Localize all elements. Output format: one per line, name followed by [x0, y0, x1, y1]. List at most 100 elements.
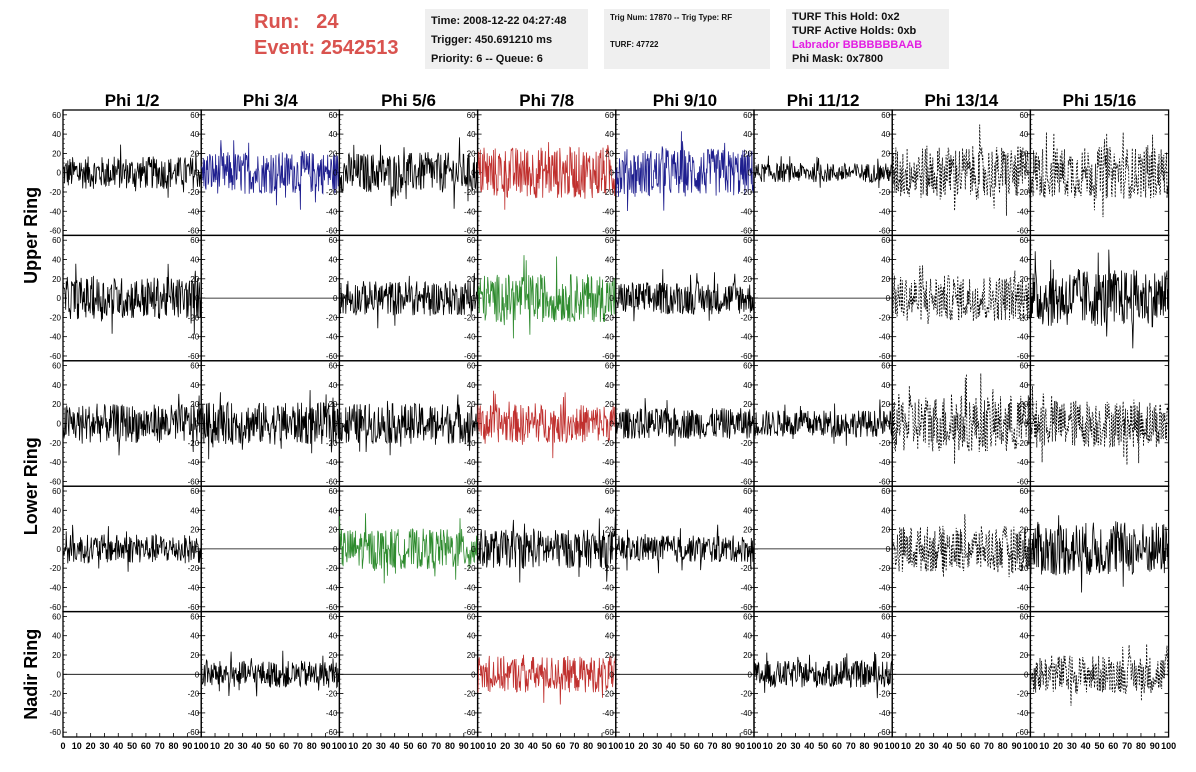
x-tick-label: 70 — [984, 741, 994, 751]
x-tick-label: 50 — [956, 741, 966, 751]
y-tick-label: 40 — [743, 381, 752, 390]
y-tick-label: -40 — [188, 709, 200, 718]
x-tick-label: 40 — [113, 741, 123, 751]
waveform-trace — [1030, 132, 1169, 218]
y-tick-label: 40 — [1019, 130, 1028, 139]
y-tick-label: -20 — [326, 188, 338, 197]
y-tick-label: -20 — [326, 313, 338, 322]
column-title: Phi 9/10 — [653, 91, 717, 110]
y-tick-label: 60 — [52, 111, 61, 120]
y-tick-label: 20 — [743, 400, 752, 409]
x-tick-label: 70 — [1122, 741, 1132, 751]
y-tick-label: -60 — [1017, 227, 1029, 236]
y-tick-label: -40 — [464, 583, 476, 592]
y-tick-label: -40 — [326, 583, 338, 592]
waveform-trace — [891, 265, 1031, 325]
x-tick-label: 40 — [528, 741, 538, 751]
y-tick-label: -40 — [602, 583, 614, 592]
panel — [338, 109, 479, 237]
x-tick-label: 80 — [583, 741, 593, 751]
x-tick-label: 70 — [155, 741, 165, 751]
x-tick-label: 50 — [1094, 741, 1104, 751]
y-tick-label: 60 — [743, 362, 752, 371]
y-tick-label: 20 — [605, 400, 614, 409]
y-tick-label: 0 — [886, 420, 891, 429]
column-title: Phi 3/4 — [243, 91, 298, 110]
x-tick-label: 100 — [608, 741, 623, 751]
waveform-trace — [1030, 643, 1169, 706]
y-tick-label: -20 — [188, 690, 200, 699]
panel — [200, 234, 341, 362]
y-tick-label: -60 — [326, 728, 338, 737]
y-tick-label: 0 — [471, 294, 476, 303]
y-tick-label: 20 — [605, 651, 614, 660]
y-tick-label: 0 — [1024, 294, 1029, 303]
y-tick-label: 20 — [52, 400, 61, 409]
waveform-trace — [753, 399, 893, 446]
event-header: Run: 24 Event: 2542513 Time: 2008-12-22 … — [0, 0, 1196, 80]
y-tick-label: 20 — [467, 526, 476, 535]
column-title: Phi 5/6 — [381, 91, 436, 110]
y-tick-label: -40 — [464, 207, 476, 216]
y-tick-label: 20 — [328, 149, 337, 158]
panel — [62, 360, 202, 487]
y-tick-label: 60 — [605, 612, 614, 621]
x-tick-label: 50 — [680, 741, 690, 751]
y-tick-label: 0 — [748, 294, 753, 303]
y-tick-label: 40 — [881, 381, 890, 390]
y-tick-label: -40 — [602, 207, 614, 216]
waveform-trace — [339, 272, 478, 329]
panel — [476, 360, 617, 487]
y-tick-label: 60 — [605, 487, 614, 496]
y-tick-label: -60 — [326, 603, 338, 612]
y-tick-label: -20 — [1017, 690, 1029, 699]
y-tick-label: -20 — [1017, 188, 1029, 197]
y-tick-label: 60 — [190, 612, 199, 621]
waveform-trace — [753, 652, 893, 699]
y-tick-label: -40 — [740, 583, 752, 592]
y-tick-label: 40 — [743, 256, 752, 265]
waveform-trace — [339, 513, 478, 584]
panel-frame — [1029, 610, 1170, 738]
y-tick-label: 20 — [605, 526, 614, 535]
waveform-trace — [891, 514, 1031, 578]
x-tick-label: 20 — [362, 741, 372, 751]
y-tick-label: -20 — [1017, 564, 1029, 573]
y-tick-label: 60 — [328, 111, 337, 120]
y-tick-label: -20 — [464, 690, 476, 699]
panel — [476, 109, 617, 237]
x-tick-label: 70 — [569, 741, 579, 751]
x-tick-label: 10 — [72, 741, 82, 751]
y-tick-label: -60 — [49, 227, 61, 236]
waveform-trace — [891, 373, 1031, 464]
y-tick-label: 60 — [743, 487, 752, 496]
y-tick-label: -60 — [602, 603, 614, 612]
y-tick-label: -40 — [740, 333, 752, 342]
y-tick-label: -60 — [602, 227, 614, 236]
y-tick-label: 40 — [328, 506, 337, 515]
waveform-trace — [615, 398, 755, 447]
trig-info-box: Trig Num: 17870 -- Trig Type: RF TURF: 4… — [604, 9, 770, 69]
y-tick-label: -60 — [740, 728, 752, 737]
y-tick-label: 0 — [195, 545, 200, 554]
panel-frame — [1029, 109, 1170, 237]
y-tick-label: -40 — [49, 583, 61, 592]
x-tick-label: 60 — [970, 741, 980, 751]
y-tick-label: -40 — [464, 709, 476, 718]
y-tick-label: -60 — [49, 477, 61, 486]
y-tick-label: -20 — [740, 188, 752, 197]
y-tick-label: -60 — [602, 477, 614, 486]
y-tick-label: 60 — [467, 362, 476, 371]
x-tick-label: 90 — [1012, 741, 1022, 751]
y-tick-label: 20 — [52, 651, 61, 660]
x-tick-label: 100 — [885, 741, 900, 751]
y-tick-label: -20 — [464, 439, 476, 448]
y-tick-label: 20 — [1019, 400, 1028, 409]
waveform-trace — [63, 524, 202, 572]
panel — [476, 234, 617, 362]
y-tick-label: 20 — [881, 149, 890, 158]
y-tick-label: 0 — [748, 169, 753, 178]
y-tick-label: -20 — [879, 690, 891, 699]
waveform-trace — [1030, 515, 1169, 593]
waveform-trace — [615, 131, 755, 212]
